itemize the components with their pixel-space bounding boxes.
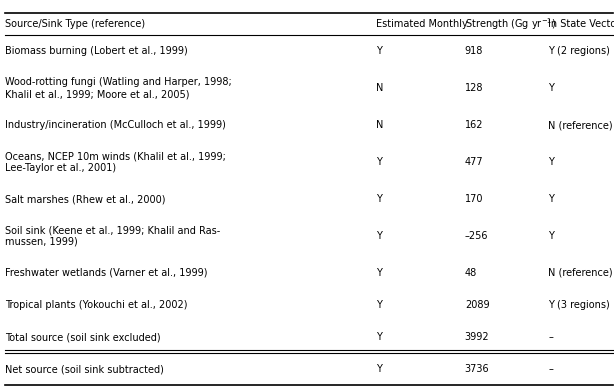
Text: Y: Y: [376, 332, 382, 342]
Text: N: N: [376, 120, 383, 130]
Text: 48: 48: [465, 268, 477, 278]
Text: Total source (soil sink excluded): Total source (soil sink excluded): [5, 332, 160, 342]
Text: In State Vector?: In State Vector?: [548, 19, 614, 29]
Text: Y: Y: [376, 46, 382, 56]
Text: Wood-rotting fungi (Watling and Harper, 1998;: Wood-rotting fungi (Watling and Harper, …: [5, 77, 231, 87]
Text: Khalil et al., 1999; Moore et al., 2005): Khalil et al., 1999; Moore et al., 2005): [5, 89, 189, 99]
Text: Estimated Monthly: Estimated Monthly: [376, 19, 467, 29]
Text: Y (3 regions): Y (3 regions): [548, 300, 610, 310]
Text: Y: Y: [376, 194, 382, 204]
Text: –: –: [548, 332, 553, 342]
Text: 918: 918: [465, 46, 483, 56]
Text: –256: –256: [465, 231, 488, 241]
Text: Y: Y: [376, 268, 382, 278]
Text: Biomass burning (Lobert et al., 1999): Biomass burning (Lobert et al., 1999): [5, 46, 188, 56]
Text: 170: 170: [465, 194, 483, 204]
Text: Net source (soil sink subtracted): Net source (soil sink subtracted): [5, 364, 164, 374]
Text: 162: 162: [465, 120, 483, 130]
Text: Tropical plants (Yokouchi et al., 2002): Tropical plants (Yokouchi et al., 2002): [5, 300, 187, 310]
Text: –: –: [548, 364, 553, 374]
Text: Strength (Gg yr$^{-1}$): Strength (Gg yr$^{-1}$): [465, 16, 556, 32]
Text: Y: Y: [548, 83, 554, 93]
Text: 2089: 2089: [465, 300, 489, 310]
Text: Y: Y: [376, 231, 382, 241]
Text: Salt marshes (Rhew et al., 2000): Salt marshes (Rhew et al., 2000): [5, 194, 165, 204]
Text: mussen, 1999): mussen, 1999): [5, 237, 77, 247]
Text: N (reference): N (reference): [548, 120, 613, 130]
Text: Y: Y: [548, 194, 554, 204]
Text: Industry/incineration (McCulloch et al., 1999): Industry/incineration (McCulloch et al.,…: [5, 120, 226, 130]
Text: Y: Y: [376, 300, 382, 310]
Text: Lee-Taylor et al., 2001): Lee-Taylor et al., 2001): [5, 163, 116, 173]
Text: Oceans, NCEP 10m winds (Khalil et al., 1999;: Oceans, NCEP 10m winds (Khalil et al., 1…: [5, 151, 226, 161]
Text: 3992: 3992: [465, 332, 489, 342]
Text: N (reference): N (reference): [548, 268, 613, 278]
Text: Y: Y: [548, 231, 554, 241]
Text: Y: Y: [376, 157, 382, 167]
Text: 477: 477: [465, 157, 483, 167]
Text: Y (2 regions): Y (2 regions): [548, 46, 610, 56]
Text: 3736: 3736: [465, 364, 489, 374]
Text: Y: Y: [376, 364, 382, 374]
Text: Y: Y: [548, 157, 554, 167]
Text: Freshwater wetlands (Varner et al., 1999): Freshwater wetlands (Varner et al., 1999…: [5, 268, 208, 278]
Text: Source/Sink Type (reference): Source/Sink Type (reference): [5, 19, 145, 29]
Text: Soil sink (Keene et al., 1999; Khalil and Ras-: Soil sink (Keene et al., 1999; Khalil an…: [5, 225, 220, 235]
Text: 128: 128: [465, 83, 483, 93]
Text: N: N: [376, 83, 383, 93]
